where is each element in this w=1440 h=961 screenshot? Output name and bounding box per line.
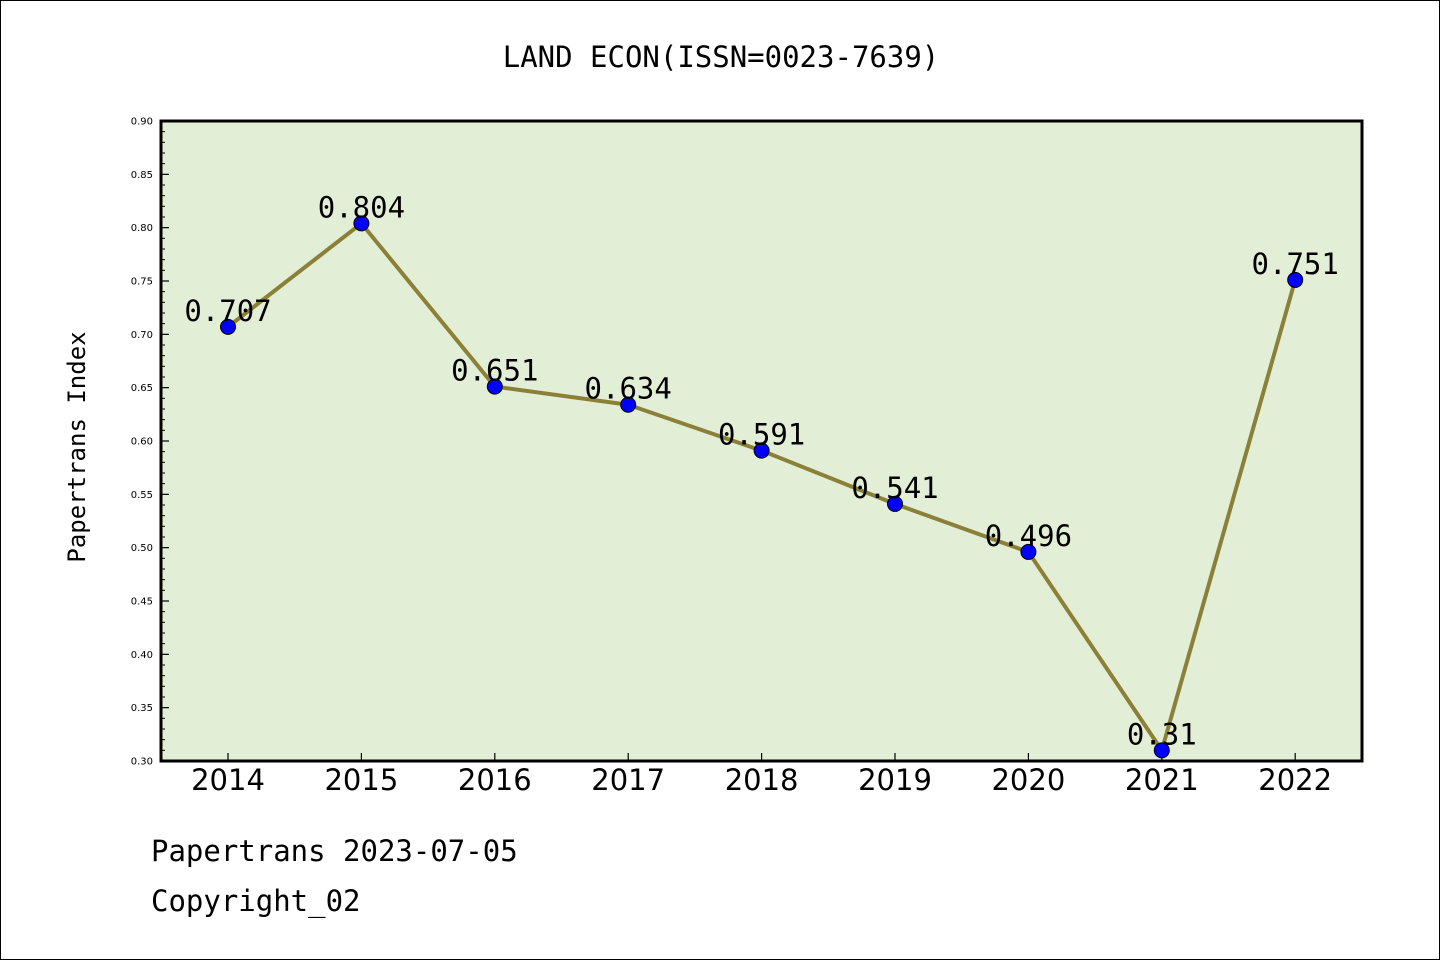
y-tick-label: 0.45 xyxy=(131,597,153,608)
data-point-marker xyxy=(1287,271,1304,288)
x-tick-label: 2021 xyxy=(1125,763,1199,797)
y-tick-label: 0.50 xyxy=(131,543,153,554)
data-label: 0.591 xyxy=(718,418,805,452)
x-tick-label: 2016 xyxy=(458,763,532,797)
y-axis-ticks: 0.30 0.35 0.40 0.45 0.50 0.55 0.60 0.65 0.70 0.75… xyxy=(131,117,169,768)
y-tick-label: 0.70 xyxy=(131,330,153,341)
y-tick-label: 0.55 xyxy=(131,490,153,501)
y-tick-label: 0.60 xyxy=(131,437,153,448)
data-point-marker xyxy=(1153,742,1170,759)
data-point-marker xyxy=(353,215,370,232)
y-tick-label: 0.65 xyxy=(131,383,153,394)
data-point-marker xyxy=(486,378,503,395)
y-tick-label: 0.75 xyxy=(131,277,153,288)
footer-copyright-text: Copyright_02 xyxy=(151,884,361,918)
x-tick-label: 2015 xyxy=(324,763,398,797)
y-tick-label: 0.85 xyxy=(131,170,153,181)
data-label: 0.707 xyxy=(184,294,271,328)
y-tick-label: 0.40 xyxy=(131,650,153,661)
series-group: 0.707 0.804 0.651 0.634 0.591 0.541 0.496 0.31 0… xyxy=(184,190,1339,759)
x-tick-label: 2014 xyxy=(191,763,265,797)
x-tick-label: 2017 xyxy=(591,763,665,797)
y-tick-label: 0.30 xyxy=(131,757,153,768)
data-label: 0.651 xyxy=(451,354,538,388)
data-point-marker xyxy=(620,396,637,413)
data-point-marker xyxy=(1020,543,1037,560)
data-label: 0.496 xyxy=(985,519,1072,553)
x-tick-label: 2020 xyxy=(991,763,1065,797)
x-tick-label: 2022 xyxy=(1258,763,1332,797)
chart-title: LAND ECON(ISSN=0023-7639) xyxy=(503,40,940,74)
x-tick-label: 2018 xyxy=(725,763,799,797)
footer-date-text: Papertrans 2023-07-05 xyxy=(151,834,518,868)
data-label: 0.31 xyxy=(1127,717,1197,751)
y-tick-label: 0.35 xyxy=(131,703,153,714)
data-point-marker xyxy=(220,318,236,335)
data-label: 0.751 xyxy=(1252,247,1339,281)
data-label: 0.541 xyxy=(851,471,938,505)
y-tick-label: 0.80 xyxy=(131,223,153,234)
data-label: 0.634 xyxy=(585,372,672,406)
data-point-marker xyxy=(753,442,770,459)
x-axis-ticks: 2014 2015 2016 2017 2018 2019 2020 2021 2022 xyxy=(191,753,1332,797)
x-tick-label: 2019 xyxy=(858,763,932,797)
y-axis-label: Papertrans Index xyxy=(63,331,91,562)
data-point-marker xyxy=(887,495,903,512)
plot-border xyxy=(159,119,1364,763)
data-label: 0.804 xyxy=(318,190,405,224)
y-tick-label: 0.90 xyxy=(131,117,153,128)
